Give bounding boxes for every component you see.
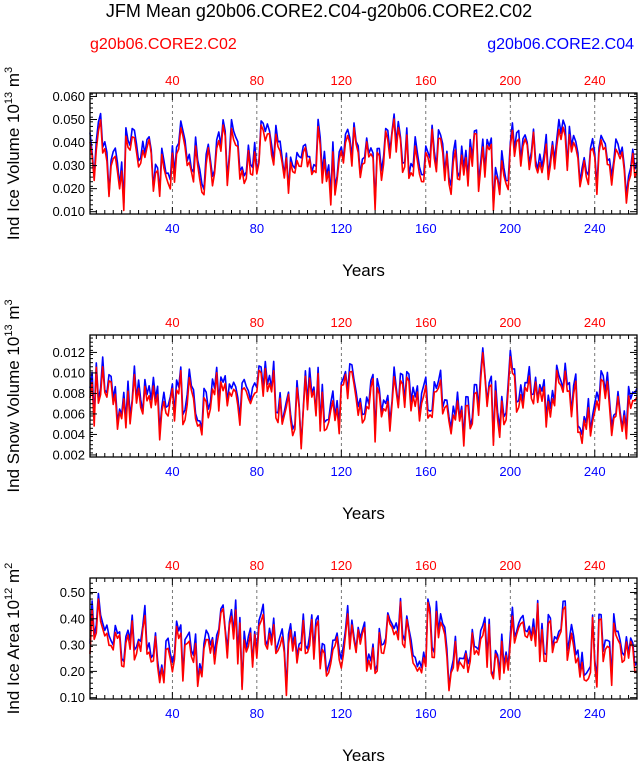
legend-right-label: g20b06.CORE2.C04 (487, 36, 634, 53)
series-line-c04 (89, 112, 638, 208)
y-tick-label: 0.10 (60, 690, 85, 705)
chart-panel-ice-area: 40 40 80 80 120 120 160 160 200 200 240 240 0.10 0.20… (3, 558, 638, 762)
y-axis-title: Ind Ice Volume 1013 m3 (3, 67, 23, 240)
chart-panel-ice-volume: 40 40 80 80 120 120 160 160 200 200 240 240 0.010 0.0… (3, 67, 638, 280)
y-tick-label: 0.030 (52, 158, 85, 173)
x-tick-label-top: 200 (499, 73, 521, 88)
y-tick-label: 0.020 (52, 181, 85, 196)
y-tick-label: 0.20 (60, 664, 85, 679)
x-tick-label-top: 160 (415, 558, 437, 573)
y-axis-title: Ind Snow Volume 1013 m3 (3, 299, 23, 492)
y-tick-label: 0.008 (52, 386, 85, 401)
x-tick-label-bottom: 200 (499, 221, 521, 236)
x-tick-label-top: 120 (330, 315, 352, 330)
x-tick-label-top: 120 (330, 558, 352, 573)
plot-frame (89, 92, 638, 215)
y-tick-label: 0.50 (60, 585, 85, 600)
y-tick-label: 0.004 (52, 427, 85, 442)
x-tick-label-bottom: 160 (415, 706, 437, 721)
y-tick-label: 0.060 (52, 89, 85, 104)
x-tick-label-top: 40 (165, 315, 179, 330)
x-tick-label-top: 240 (584, 73, 606, 88)
y-tick-label: 0.006 (52, 406, 85, 421)
x-tick-label-top: 240 (584, 315, 606, 330)
x-tick-label-top: 200 (499, 315, 521, 330)
legend-left-label: g20b06.CORE2.C02 (90, 36, 237, 53)
y-tick-label: 0.002 (52, 447, 85, 462)
x-tick-label-top: 240 (584, 558, 606, 573)
x-tick-label-bottom: 40 (165, 464, 179, 479)
x-tick-label-top: 200 (499, 558, 521, 573)
x-tick-label-bottom: 240 (584, 221, 606, 236)
x-tick-label-top: 40 (165, 558, 179, 573)
x-tick-label-bottom: 240 (584, 464, 606, 479)
x-tick-label-top: 160 (415, 315, 437, 330)
x-tick-label-bottom: 160 (415, 464, 437, 479)
x-tick-label-bottom: 120 (330, 221, 352, 236)
y-tick-label: 0.30 (60, 638, 85, 653)
x-tick-label-bottom: 80 (250, 221, 264, 236)
y-tick-label: 0.040 (52, 135, 85, 150)
y-tick-label: 0.012 (52, 345, 85, 360)
x-tick-label-bottom: 200 (499, 464, 521, 479)
plot-frame (89, 334, 638, 458)
x-tick-label-bottom: 120 (330, 464, 352, 479)
x-tick-label-top: 80 (250, 558, 264, 573)
y-axis-title: Ind Ice Area 1012 m2 (3, 563, 23, 715)
series-line-c02 (89, 352, 638, 450)
chart-panel-snow-volume: 40 40 80 80 120 120 160 160 200 200 240 240 0.002 0.0… (3, 299, 638, 523)
x-tick-label-bottom: 80 (250, 464, 264, 479)
x-tick-label-bottom: 120 (330, 706, 352, 721)
x-tick-label-top: 80 (250, 73, 264, 88)
plot-frame (89, 577, 638, 700)
x-axis-title: Years (342, 746, 385, 762)
x-tick-label-top: 40 (165, 73, 179, 88)
series-line-c02 (89, 118, 638, 212)
x-tick-label-bottom: 40 (165, 706, 179, 721)
x-tick-label-top: 120 (330, 73, 352, 88)
x-tick-label-top: 160 (415, 73, 437, 88)
x-tick-label-top: 80 (250, 315, 264, 330)
x-tick-label-bottom: 80 (250, 706, 264, 721)
x-tick-label-bottom: 240 (584, 706, 606, 721)
y-tick-label: 0.40 (60, 611, 85, 626)
x-tick-label-bottom: 160 (415, 221, 437, 236)
y-tick-label: 0.050 (52, 112, 85, 127)
series-line-c02 (89, 598, 638, 697)
x-axis-title: Years (342, 504, 385, 523)
x-axis-title: Years (342, 261, 385, 280)
x-tick-label-bottom: 40 (165, 221, 179, 236)
y-tick-label: 0.010 (52, 365, 85, 380)
x-tick-label-bottom: 200 (499, 706, 521, 721)
y-tick-label: 0.010 (52, 204, 85, 219)
figure-title: JFM Mean g20b06.CORE2.C04-g20b06.CORE2.C… (106, 1, 532, 21)
